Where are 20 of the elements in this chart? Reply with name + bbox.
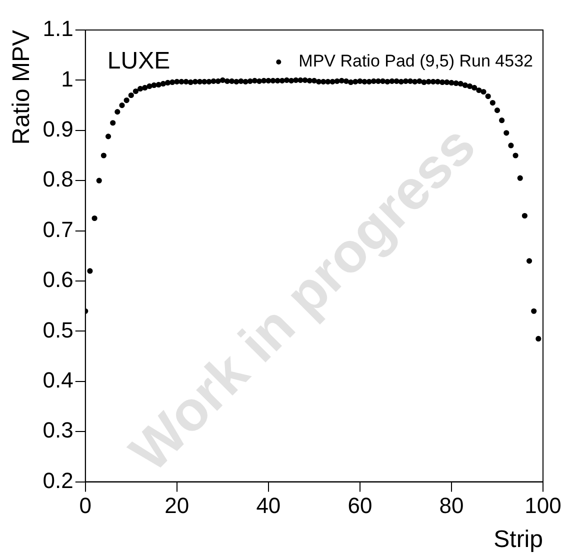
x-tick-label: 20 — [164, 493, 190, 518]
y-tick-label: 0.6 — [42, 267, 74, 292]
y-tick-label: 1.1 — [42, 16, 74, 42]
y-tick-label: 0.2 — [42, 468, 74, 493]
y-tick-label: 0.9 — [42, 116, 74, 142]
x-tick-label: 0 — [79, 493, 92, 518]
x-axis-title: Strip — [494, 526, 543, 554]
y-tick-label: 0.3 — [42, 418, 74, 443]
annotation: LUXE — [107, 48, 170, 75]
legend-label: MPV Ratio Pad (9,5) Run 4532 — [298, 52, 534, 71]
y-tick-label: 1 — [61, 66, 74, 92]
y-tick-label: 0.5 — [42, 317, 74, 342]
x-tick-label: 60 — [348, 493, 372, 518]
x-tick-label: 40 — [256, 493, 281, 518]
x-tick-label: 100 — [524, 493, 562, 518]
y-tick-label: 0.4 — [42, 367, 74, 392]
y-tick-label: 0.7 — [42, 216, 74, 242]
y-axis-title: Ratio MPV — [8, 30, 36, 145]
y-tick-label: 0.8 — [42, 166, 74, 192]
x-tick-label: 80 — [439, 493, 464, 518]
